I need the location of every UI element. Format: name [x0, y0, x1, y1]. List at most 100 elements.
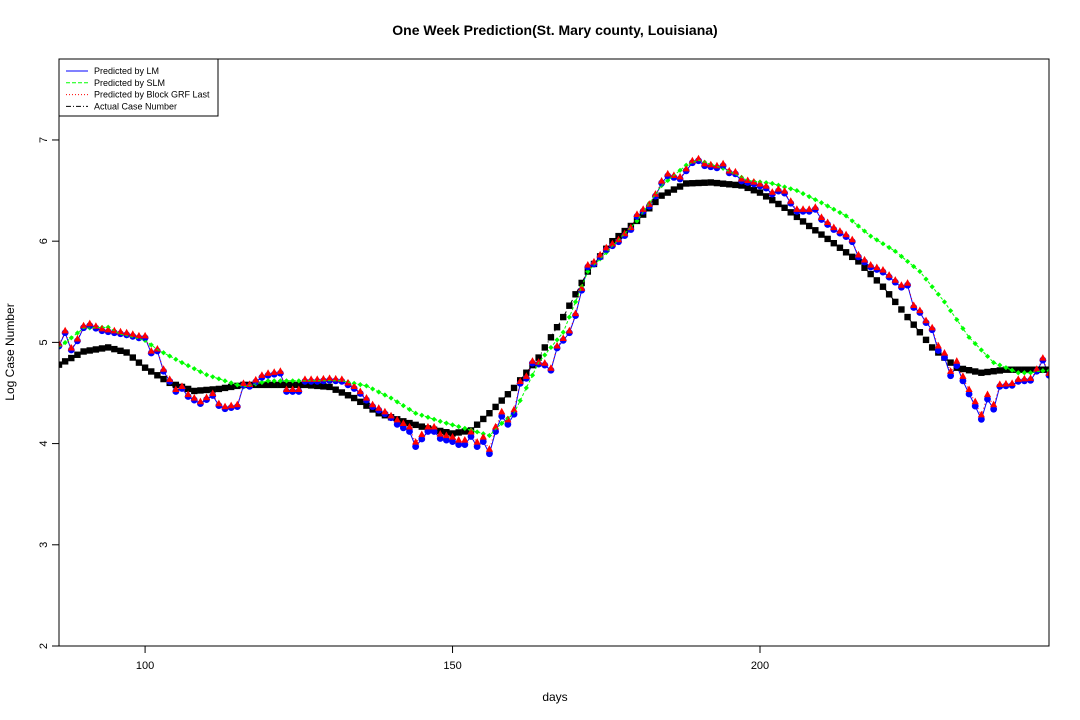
actual-point [701, 179, 708, 186]
grf-point [602, 243, 610, 251]
grf-point [590, 257, 598, 265]
actual-point [572, 291, 579, 298]
grf-point [891, 276, 899, 283]
actual-point [750, 187, 758, 194]
slm-point [259, 379, 265, 385]
lm-point [953, 362, 961, 370]
grf-point [830, 223, 838, 231]
grf-point [854, 250, 862, 258]
lm-point [947, 372, 955, 380]
grf-point [338, 375, 346, 382]
grf-point [596, 250, 604, 258]
actual-point [504, 391, 512, 398]
grf-point [762, 182, 770, 189]
grf-point [694, 154, 703, 162]
actual-point [566, 302, 573, 309]
grf-point [922, 316, 930, 324]
actual-point [849, 253, 856, 261]
y-tick-label: 7 [38, 137, 50, 143]
y-tick-label: 3 [38, 542, 50, 548]
grf-point [990, 400, 998, 408]
grf-point [123, 328, 131, 336]
actual-point [842, 249, 850, 256]
grf-point [172, 385, 180, 393]
grf-point [498, 407, 506, 415]
grf-point [448, 433, 457, 440]
actual-point [209, 386, 216, 393]
lm-point [436, 435, 444, 442]
actual-point [1027, 366, 1034, 373]
actual-point [775, 200, 782, 208]
actual-point [129, 354, 136, 361]
actual-point [357, 398, 364, 406]
actual-point [455, 429, 462, 436]
legend-label: Predicted by LM [94, 66, 159, 76]
grf-point [418, 430, 426, 438]
actual-point [683, 180, 690, 187]
grf-point [159, 365, 168, 372]
grf-point [436, 429, 444, 437]
grf-point [387, 411, 395, 419]
lm-point [959, 377, 967, 385]
actual-point [732, 181, 739, 189]
grf-point [430, 422, 438, 430]
actual-point [799, 218, 807, 225]
lm-point [455, 441, 463, 448]
grf-point [522, 372, 530, 379]
grf-point [621, 229, 629, 237]
lm-point [990, 405, 998, 413]
grf-point [947, 367, 955, 374]
grf-point [682, 164, 690, 172]
actual-point [264, 381, 272, 389]
grf-point [799, 205, 807, 212]
actual-point [689, 180, 696, 187]
actual-point [221, 384, 229, 392]
grf-point [1045, 369, 1049, 376]
grf-point [313, 375, 321, 382]
grf-point [910, 301, 918, 309]
grf-point [479, 433, 487, 440]
actual-point [996, 367, 1004, 374]
actual-point [68, 354, 75, 362]
actual-point [719, 180, 727, 187]
grf-point [276, 367, 284, 374]
grf-point [491, 422, 500, 430]
actual-point [738, 182, 745, 189]
grf-point [356, 387, 364, 395]
x-tick-label: 150 [443, 660, 461, 672]
grf-point [928, 323, 936, 331]
grf-point [780, 187, 789, 194]
grf-point [252, 375, 260, 383]
grf-point [885, 271, 893, 278]
slm-point [394, 399, 400, 405]
legend: Predicted by LM Predicted by SLM Predicted… [58, 58, 219, 117]
grf-point [867, 260, 875, 268]
grf-point [227, 401, 235, 409]
lm-point [406, 428, 413, 435]
lm-point [492, 428, 499, 435]
actual-point [879, 283, 887, 290]
grf-point [584, 260, 592, 268]
grf-point [756, 180, 764, 187]
actual-point [959, 365, 967, 373]
actual-point [172, 381, 180, 389]
grf-point [707, 160, 715, 168]
grf-point [86, 319, 94, 327]
grf-point [608, 239, 617, 247]
grf-point [805, 205, 813, 212]
lm-point [486, 450, 493, 458]
grf-point [633, 210, 641, 217]
legend-label: Actual Case Number [94, 101, 177, 111]
grf-point [485, 445, 494, 452]
grf-point [79, 321, 88, 329]
actual-point [1045, 366, 1049, 373]
grf-point [332, 374, 340, 382]
slm-point [216, 376, 222, 382]
actual-point [59, 361, 63, 368]
chart-title: One Week Prediction(St. Mary county, Lou… [392, 22, 717, 38]
actual-point [295, 381, 303, 389]
actual-point [338, 389, 346, 396]
actual-point [1021, 366, 1028, 373]
actual-point [547, 334, 555, 341]
